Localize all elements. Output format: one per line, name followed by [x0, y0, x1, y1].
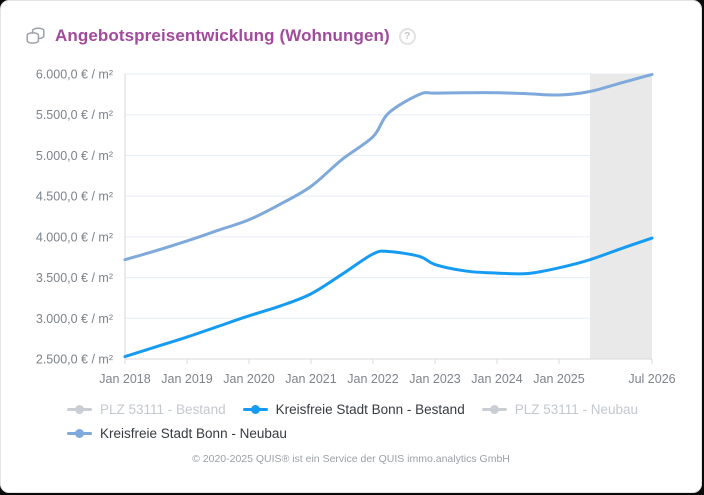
price-trend-chart[interactable]: Jan 2018 Jan 2019 Jan 2020 Jan 2021 Jan 2022… — [1, 1, 704, 399]
x-axis-label: Jan 2018 — [99, 372, 150, 386]
x-axis-label: Jan 2020 — [223, 372, 274, 386]
chart-legend: PLZ 53111 - Bestand Kreisfreie Stadt Bonn… — [67, 402, 645, 441]
series-line-1[interactable] — [123, 236, 654, 359]
legend-marker-dot — [250, 405, 260, 414]
y-axis-label: 3.000,0 € / m² — [36, 312, 113, 326]
legend-line-dot-icon — [242, 405, 268, 415]
help-icon[interactable]: ? — [398, 27, 416, 45]
y-axis-label: 4.000,0 € / m² — [36, 230, 113, 244]
legend-marker-dot — [75, 405, 84, 414]
legend-line-dot-icon — [481, 405, 507, 415]
legend-item-label: PLZ 53111 - Bestand — [100, 402, 226, 417]
y-axis-label: 4.500,0 € / m² — [36, 190, 113, 204]
legend-item-label: Kreisfreie Stadt Bonn - Bestand — [275, 402, 465, 417]
chart-header: Angebotspreisentwicklung (Wohnungen) ? — [25, 26, 416, 46]
x-axis-label: Jan 2023 — [409, 372, 460, 386]
series-line-3[interactable] — [123, 72, 654, 262]
x-axis-label: Jan 2025 — [533, 372, 584, 386]
y-axis-label: 3.500,0 € / m² — [36, 271, 113, 285]
legend-marker-dot — [75, 429, 84, 438]
copyright-text: © 2020-2025 QUIS® ist ein Service der QU… — [192, 453, 510, 465]
legend-item-2[interactable]: PLZ 53111 - Neubau — [481, 402, 639, 417]
page-title: Angebotspreisentwicklung (Wohnungen) — [55, 26, 390, 45]
legend-item-label: Kreisfreie Stadt Bonn - Neubau — [100, 426, 287, 441]
legend-line-dot-icon — [67, 429, 92, 439]
y-axis-label: 2.500,0 € / m² — [36, 353, 113, 367]
y-axis-label: 6.000,0 € / m² — [36, 68, 113, 82]
x-axis-label: Jan 2021 — [285, 372, 336, 386]
forecast-band — [590, 74, 652, 359]
database-icon — [26, 27, 45, 44]
x-axis-label: Jul 2026 — [628, 372, 675, 386]
x-axis-label: Jan 2019 — [161, 372, 212, 386]
y-axis-label: 5.000,0 € / m² — [36, 149, 113, 163]
legend-marker-dot — [489, 405, 499, 414]
legend-line-dot-icon — [67, 405, 92, 415]
legend-item-label: PLZ 53111 - Neubau — [514, 402, 639, 417]
legend-item-3[interactable]: Kreisfreie Stadt Bonn - Neubau — [67, 426, 287, 441]
legend-item-1[interactable]: Kreisfreie Stadt Bonn - Bestand — [242, 402, 465, 417]
x-axis-label: Jan 2024 — [471, 372, 522, 386]
legend-item-0[interactable]: PLZ 53111 - Bestand — [67, 402, 226, 417]
x-axis-label: Jan 2022 — [347, 372, 398, 386]
y-axis-label: 5.500,0 € / m² — [36, 108, 113, 122]
